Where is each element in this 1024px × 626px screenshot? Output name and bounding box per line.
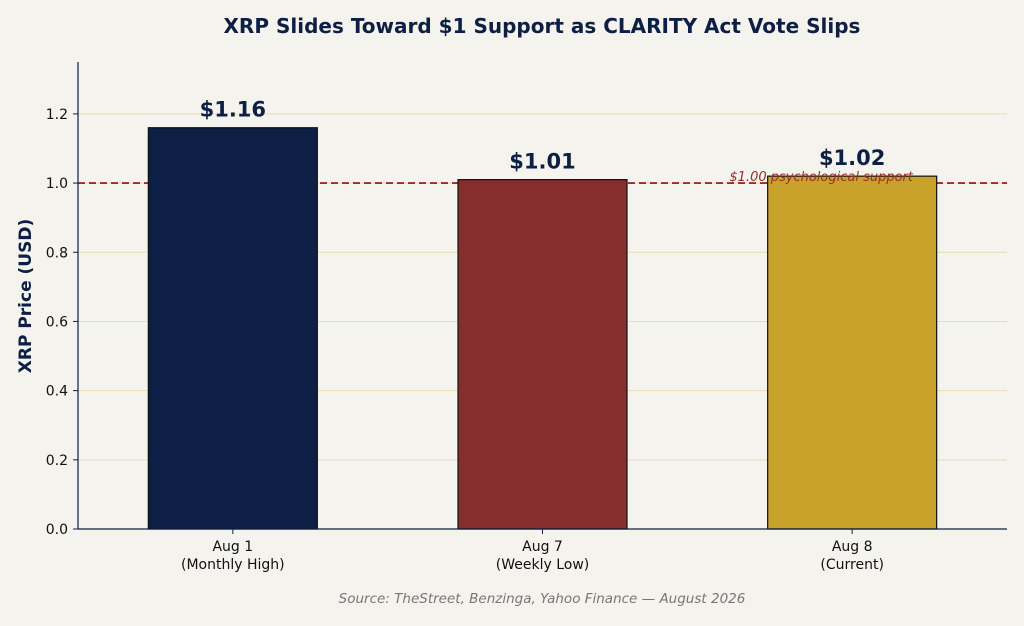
y-tick-label: 0.8	[46, 245, 68, 261]
chart-title: XRP Slides Toward $1 Support as CLARITY …	[224, 14, 861, 38]
x-tick-label: (Monthly High)	[181, 557, 285, 573]
bar	[457, 179, 628, 530]
bar	[767, 175, 938, 530]
y-tick-label: 1.0	[46, 176, 68, 192]
y-tick-label: 1.2	[46, 107, 68, 123]
reference-line-label: $1.00 psychological support	[729, 170, 914, 185]
x-tick-label: Aug 8	[832, 539, 873, 555]
x-ticks: Aug 1 (Monthly High) Aug 7 (Weekly Low) Aug …	[181, 529, 884, 573]
y-tick-label: 0.0	[46, 522, 68, 538]
bar	[147, 127, 318, 530]
y-tick-label: 0.6	[46, 314, 68, 330]
x-tick-label: (Current)	[820, 557, 884, 573]
x-tick-label: Aug 1	[212, 539, 253, 555]
bar-value-label: $1.01	[509, 150, 575, 174]
x-tick-label: Aug 7	[522, 539, 563, 555]
y-tick-label: 0.2	[46, 453, 68, 469]
x-tick-label: (Weekly Low)	[496, 557, 589, 573]
y-ticks: 0.0 0.2 0.4 0.6 0.8 1.0 1.2	[46, 107, 78, 538]
y-axis-label: XRP Price (USD)	[16, 219, 36, 373]
data-labels: $1.16 $1.01 $1.02	[200, 98, 886, 174]
bar-value-label: $1.16	[200, 98, 266, 122]
bars	[147, 127, 938, 530]
source-note: Source: TheStreet, Benzinga, Yahoo Finan…	[339, 591, 746, 607]
bar-value-label: $1.02	[819, 146, 885, 170]
y-tick-label: 0.4	[46, 384, 68, 400]
